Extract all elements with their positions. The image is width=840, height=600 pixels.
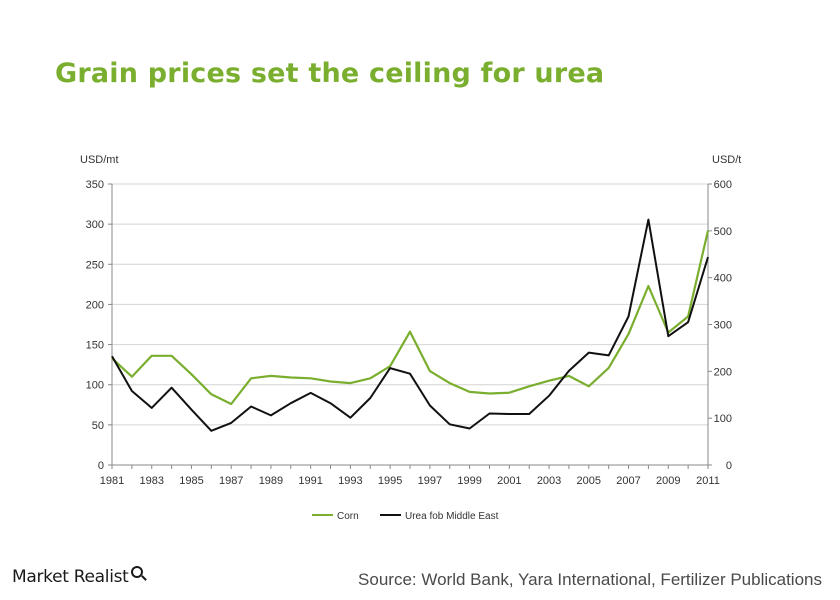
x-tick-label: 1989 <box>259 475 283 487</box>
x-axis: 1981 1983 1985 1987 1989 1991 1993 1995 1997 1999… <box>100 465 720 487</box>
left-y-axis: 0 50 100 150 200 250 300 350 <box>86 179 113 472</box>
left-tick-label: 250 <box>86 259 104 271</box>
x-tick-label: 2007 <box>616 475 640 487</box>
right-tick-label: 400 <box>714 273 732 285</box>
left-axis-unit-label: USD/mt <box>80 154 119 166</box>
left-tick-label: 50 <box>92 420 104 432</box>
x-tick-label: 1985 <box>179 475 203 487</box>
x-tick-label: 2001 <box>497 475 521 487</box>
x-tick-label: 2003 <box>537 475 561 487</box>
x-tick-label: 1987 <box>219 475 243 487</box>
left-tick-label: 300 <box>86 219 104 231</box>
legend-label: Urea fob Middle East <box>405 511 499 522</box>
x-tick-label: 2009 <box>656 475 680 487</box>
grid-lines <box>112 183 708 466</box>
brand-name: Market Realist <box>12 567 129 587</box>
source-note: Source: World Bank, Yara International, … <box>358 570 822 589</box>
left-tick-label: 0 <box>98 460 104 472</box>
right-axis-unit-label: USD/t <box>712 154 741 166</box>
legend: Corn Urea fob Middle East <box>312 511 499 522</box>
page-title: Grain prices set the ceiling for urea <box>55 58 605 89</box>
x-tick-label: 1997 <box>418 475 442 487</box>
chart: 0 50 100 150 200 250 300 350 0 100 200 300 400 500 60… <box>80 154 741 522</box>
right-y-axis: 0 100 200 300 400 500 600 <box>707 179 732 472</box>
x-tick-label: 1981 <box>100 475 124 487</box>
left-tick-label: 100 <box>86 380 104 392</box>
right-tick-label: 200 <box>714 366 732 378</box>
right-tick-label: 500 <box>714 226 732 238</box>
x-tick-label: 1999 <box>457 475 481 487</box>
x-tick-label: 1991 <box>298 475 322 487</box>
x-tick-label: 1993 <box>338 475 362 487</box>
series-line-corn <box>111 230 710 406</box>
right-tick-label: 100 <box>714 413 732 425</box>
right-tick-label: 0 <box>726 460 732 472</box>
left-tick-label: 150 <box>86 340 104 352</box>
left-tick-label: 200 <box>86 299 104 311</box>
legend-label: Corn <box>337 511 359 522</box>
series-line-urea <box>111 218 709 432</box>
x-tick-label: 1983 <box>139 475 163 487</box>
right-tick-label: 300 <box>714 320 732 332</box>
right-tick-label: 600 <box>714 179 732 191</box>
magnifier-icon <box>130 566 143 578</box>
left-tick-label: 350 <box>86 179 104 191</box>
series-layer <box>111 218 710 432</box>
x-tick-label: 1995 <box>378 475 402 487</box>
brand-logo: Market Realist <box>12 566 143 587</box>
x-tick-label: 2005 <box>577 475 601 487</box>
x-tick-label: 2011 <box>696 475 720 487</box>
